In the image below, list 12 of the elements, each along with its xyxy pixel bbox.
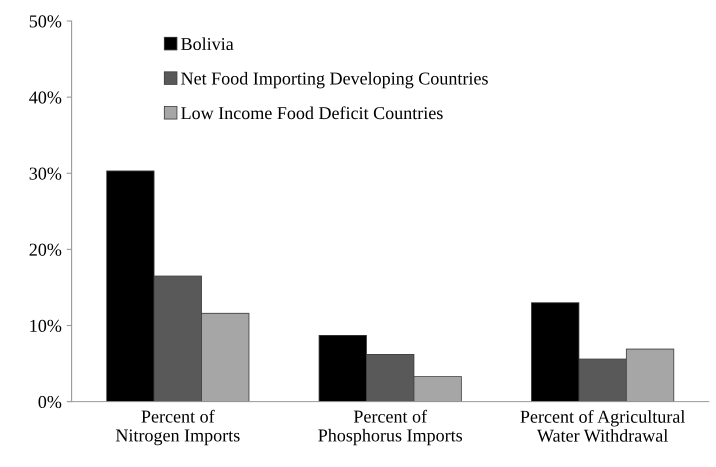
- y-tick-label: 0%: [38, 396, 62, 408]
- legend-label: Bolivia: [181, 37, 234, 50]
- legend-label: Low Income Food Deficit Countries: [181, 106, 443, 120]
- y-tick-label: 20%: [30, 244, 62, 256]
- x-tick-label: Percent of Phosphorus Imports: [318, 410, 462, 446]
- legend-label: Net Food Importing Developing Countries: [181, 72, 488, 88]
- x-tick-label: Percent of Agricultural Water Withdrawal: [520, 410, 685, 442]
- y-tick-label: 10%: [30, 320, 62, 332]
- x-tick-label: Percent of Nitrogen Imports: [116, 410, 240, 446]
- y-tick-label: 30%: [30, 168, 62, 180]
- y-tick-label: 40%: [29, 91, 62, 104]
- y-tick-label: 50%: [30, 15, 62, 28]
